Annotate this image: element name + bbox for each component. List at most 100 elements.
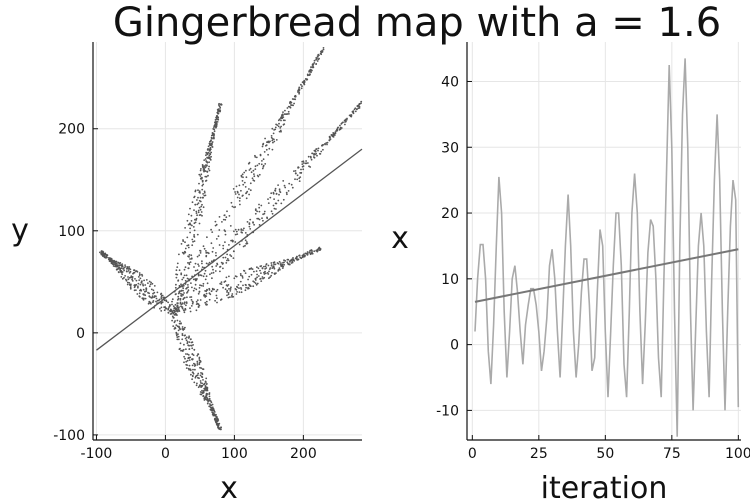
scatter-point [226, 259, 228, 262]
scatter-point [129, 286, 132, 289]
scatter-point [196, 255, 199, 258]
scatter-point [268, 277, 270, 280]
scatter-point [224, 241, 226, 244]
scatter-point [196, 233, 199, 236]
scatter-point [191, 353, 194, 355]
scatter-point [322, 148, 324, 151]
scatter-point [124, 266, 127, 268]
scatter-point [193, 235, 196, 238]
scatter-point [187, 284, 189, 286]
scatter-point [160, 297, 163, 300]
scatter-point [183, 297, 185, 299]
scatter-point [344, 123, 346, 126]
scatter-point [217, 118, 220, 121]
scatter-point [133, 269, 135, 272]
scatter-point [182, 239, 184, 241]
scatter-point [198, 199, 201, 202]
scatter-point [188, 348, 191, 350]
scatter-point [275, 139, 278, 141]
scatter-point [190, 282, 192, 284]
scatter-point [185, 302, 188, 304]
scatter-point [208, 142, 211, 145]
scatter-point [197, 353, 200, 356]
scatter-point [202, 282, 205, 285]
scatter-point [142, 298, 145, 301]
scatter-point [258, 224, 261, 226]
scatter-point [306, 78, 308, 81]
scatter-point [144, 297, 147, 300]
scatter-point [214, 123, 217, 126]
scatter-point [198, 222, 201, 225]
scatter-point [194, 190, 197, 193]
scatter-point [201, 262, 203, 265]
scatter-point [271, 139, 274, 142]
scatter-point [300, 83, 302, 86]
scatter-point [114, 261, 117, 263]
scatter-point [193, 266, 195, 268]
scatter-point [280, 130, 282, 133]
scatter-point [121, 271, 124, 273]
scatter-point [187, 286, 190, 288]
scatter-point [269, 267, 272, 269]
scatter-point [294, 178, 296, 181]
scatter-point [123, 266, 126, 269]
scatter-point [175, 293, 177, 295]
scatter-point [240, 228, 243, 231]
scatter-point [317, 149, 319, 152]
scatter-point [210, 272, 213, 274]
scatter-point [333, 134, 336, 136]
scatter-point [184, 308, 187, 311]
scatter-point [211, 287, 214, 290]
scatter-point [274, 263, 277, 266]
scatter-point [183, 303, 186, 305]
scatter-point [112, 265, 115, 267]
scatter-point [203, 194, 206, 197]
scatter-point [226, 253, 229, 256]
scatter-point [117, 271, 120, 273]
scatter-point [332, 132, 335, 134]
scatter-point [121, 277, 124, 280]
scatter-point [186, 341, 189, 343]
scatter-point [225, 262, 228, 264]
scatter-point [191, 364, 194, 367]
scatter-point [181, 333, 184, 335]
scatter-point [211, 145, 214, 148]
scatter-point [315, 249, 318, 252]
scatter-point [252, 169, 255, 172]
scatter-point [289, 259, 292, 262]
scatter-point [254, 277, 257, 280]
scatter-point [271, 267, 274, 269]
scatter-point [273, 140, 276, 143]
scatter-point [144, 294, 147, 297]
scatter-point [185, 367, 188, 369]
scatter-point [196, 382, 198, 385]
scatter-point [126, 283, 129, 286]
scatter-point [265, 263, 268, 266]
scatter-point [194, 269, 197, 272]
scatter-point [203, 247, 206, 250]
scatter-point [191, 224, 193, 227]
scatter-point [309, 73, 311, 76]
scatter-y-label: y [11, 213, 29, 248]
scatter-point [176, 266, 179, 268]
scatter-point [224, 288, 227, 291]
scatter-point [182, 252, 185, 255]
scatter-point [273, 261, 276, 264]
scatter-point [205, 151, 208, 154]
scatter-point [177, 302, 179, 304]
scatter-point [270, 262, 273, 264]
scatter-point [293, 260, 296, 262]
scatter-point [191, 302, 194, 305]
scatter-point [317, 53, 320, 56]
scatter-point [306, 251, 309, 253]
scatter-point [219, 266, 221, 268]
scatter-point [351, 110, 354, 113]
scatter-point [206, 386, 209, 389]
scatter-point [219, 282, 222, 285]
scatter-point [249, 182, 252, 185]
scatter-point [206, 282, 209, 285]
scatter-point [190, 214, 193, 217]
scatter-point [215, 125, 218, 128]
scatter-point [180, 243, 183, 245]
scatter-point [191, 378, 194, 381]
